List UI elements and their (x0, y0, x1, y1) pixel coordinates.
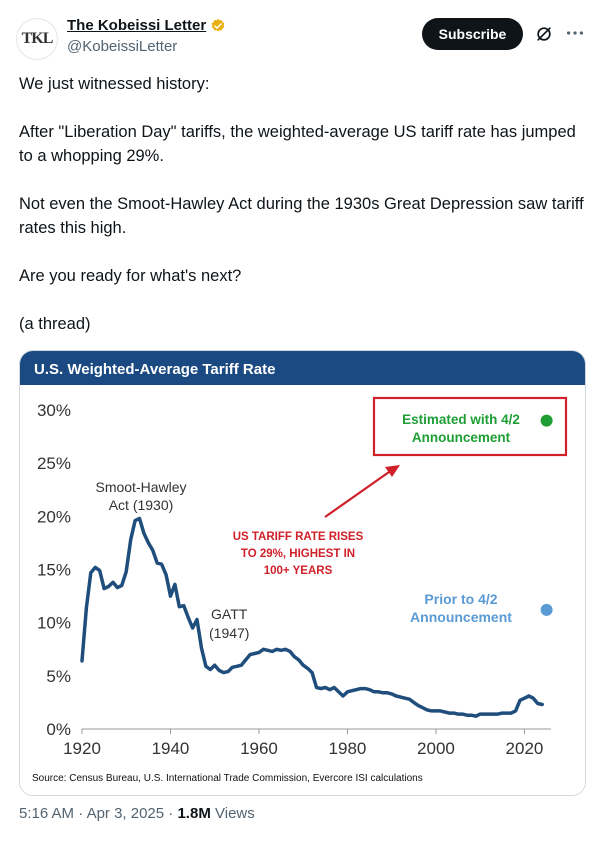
chart-image[interactable]: U.S. Weighted-Average Tariff Rate 0% 5% 10… (19, 350, 586, 796)
author-name-row: The Kobeissi Letter (67, 17, 226, 34)
callout-text: TO 29%, HIGHEST IN (241, 548, 355, 560)
avatar[interactable]: TKL (16, 18, 58, 60)
y-tick-label: 10% (37, 614, 71, 633)
tweet-meta: 5:16 AM · Apr 3, 2025 · 1.8M Views (19, 805, 255, 822)
grok-icon[interactable] (534, 24, 554, 44)
y-tick-label: 0% (46, 720, 71, 739)
tariff-rate-line (80, 516, 544, 718)
meta-separator: · (78, 805, 84, 822)
chart-title-bar (20, 351, 585, 385)
chart-title: U.S. Weighted-Average Tariff Rate (34, 361, 275, 378)
x-tick-label: 2020 (506, 739, 544, 758)
prior-point (540, 603, 553, 616)
x-tick-label: 2000 (417, 739, 455, 758)
tweet-header: TKL The Kobeissi Letter @KobeissiLetter … (0, 0, 599, 70)
gatt-label: GATT (211, 606, 248, 622)
gatt-label: (1947) (209, 625, 249, 641)
meta-separator: · (168, 805, 174, 822)
tweet-paragraph: After "Liberation Day" tariffs, the weig… (19, 123, 576, 165)
estimated-box (372, 396, 568, 457)
estimated-point (540, 414, 553, 427)
callout-text: US TARIFF RATE RISES (233, 531, 364, 543)
y-tick-label: 15% (37, 561, 71, 580)
x-tick-label: 1940 (152, 739, 190, 758)
estimated-label: Estimated with 4/2 (402, 412, 520, 427)
author-handle[interactable]: @KobeissiLetter (67, 38, 178, 55)
verified-badge-icon (211, 18, 225, 31)
callout-text: 100+ YEARS (264, 565, 333, 577)
tweet-text: We just witnessed history: After "Libera… (19, 72, 584, 360)
estimated-label: Announcement (412, 430, 511, 445)
x-tick-label: 1920 (63, 739, 101, 758)
tweet-date[interactable]: Apr 3, 2025 (86, 805, 165, 822)
smoot-hawley-label: Smoot-Hawley (95, 479, 186, 495)
views-label: Views (215, 805, 255, 822)
y-tick-label: 30% (37, 401, 71, 420)
tariff-chart: U.S. Weighted-Average Tariff Rate 0% 5% 10… (20, 351, 585, 795)
tweet-paragraph: (a thread) (19, 315, 91, 333)
views-count: 1.8M (177, 805, 211, 822)
chart-source: Source: Census Bureau, U.S. Internationa… (32, 773, 423, 784)
y-tick-label: 5% (46, 667, 71, 686)
y-tick-label: 20% (37, 507, 71, 526)
tweet-time[interactable]: 5:16 AM (19, 805, 75, 822)
more-options-icon[interactable] (564, 22, 586, 44)
prior-label: Prior to 4/2 (424, 591, 497, 607)
tweet-paragraph: We just witnessed history: (19, 75, 210, 93)
x-tick-label: 1980 (329, 739, 367, 758)
author-display-name[interactable]: The Kobeissi Letter (67, 17, 207, 34)
tweet-paragraph: Are you ready for what's next? (19, 267, 242, 285)
callout-arrowhead (385, 465, 400, 477)
smoot-hawley-label: Act (1930) (109, 497, 174, 513)
y-tick-label: 25% (37, 454, 71, 473)
x-tick-label: 1960 (240, 739, 278, 758)
prior-label: Announcement (410, 609, 512, 625)
subscribe-button[interactable]: Subscribe (422, 18, 523, 50)
tweet-paragraph: Not even the Smoot-Hawley Act during the… (19, 195, 584, 237)
callout-arrow (324, 471, 390, 518)
